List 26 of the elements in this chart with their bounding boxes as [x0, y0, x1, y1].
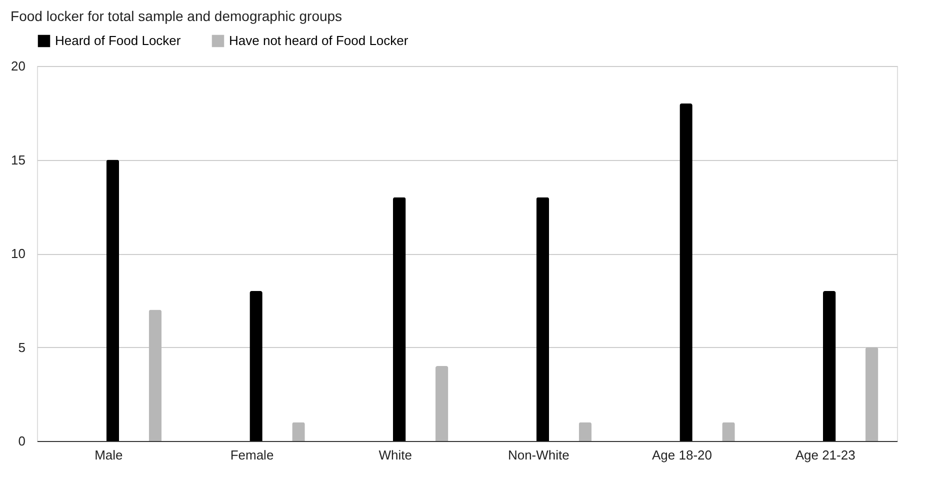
legend-label: Have not heard of Food Locker: [229, 33, 409, 48]
bar: [680, 104, 692, 441]
bar: [250, 291, 262, 441]
legend-label: Heard of Food Locker: [55, 33, 182, 48]
x-tick-label: White: [378, 448, 412, 462]
bar: [536, 197, 550, 441]
bar: [393, 197, 406, 441]
y-tick-label: 20: [11, 58, 26, 74]
bar: [292, 422, 305, 441]
bar: [106, 160, 120, 441]
x-tick-label: Male: [94, 448, 123, 462]
y-tick-label: 10: [11, 246, 26, 261]
x-tick-label: Non-White: [508, 448, 570, 462]
y-tick-label: 15: [11, 152, 26, 168]
bar: [865, 347, 878, 441]
bar: [435, 366, 448, 441]
bar: [823, 291, 836, 441]
x-tick-label: Age 18-20: [652, 448, 712, 462]
bar: [722, 422, 735, 441]
y-tick-label: 0: [18, 434, 26, 448]
y-tick-label: 5: [18, 340, 26, 355]
bar: [578, 422, 592, 441]
chart-title: Food locker for total sample and demographic groups: [10, 8, 342, 24]
x-tick-label: Age 21-23: [795, 448, 856, 462]
x-tick-label: Female: [230, 448, 274, 462]
bar: [148, 310, 162, 441]
